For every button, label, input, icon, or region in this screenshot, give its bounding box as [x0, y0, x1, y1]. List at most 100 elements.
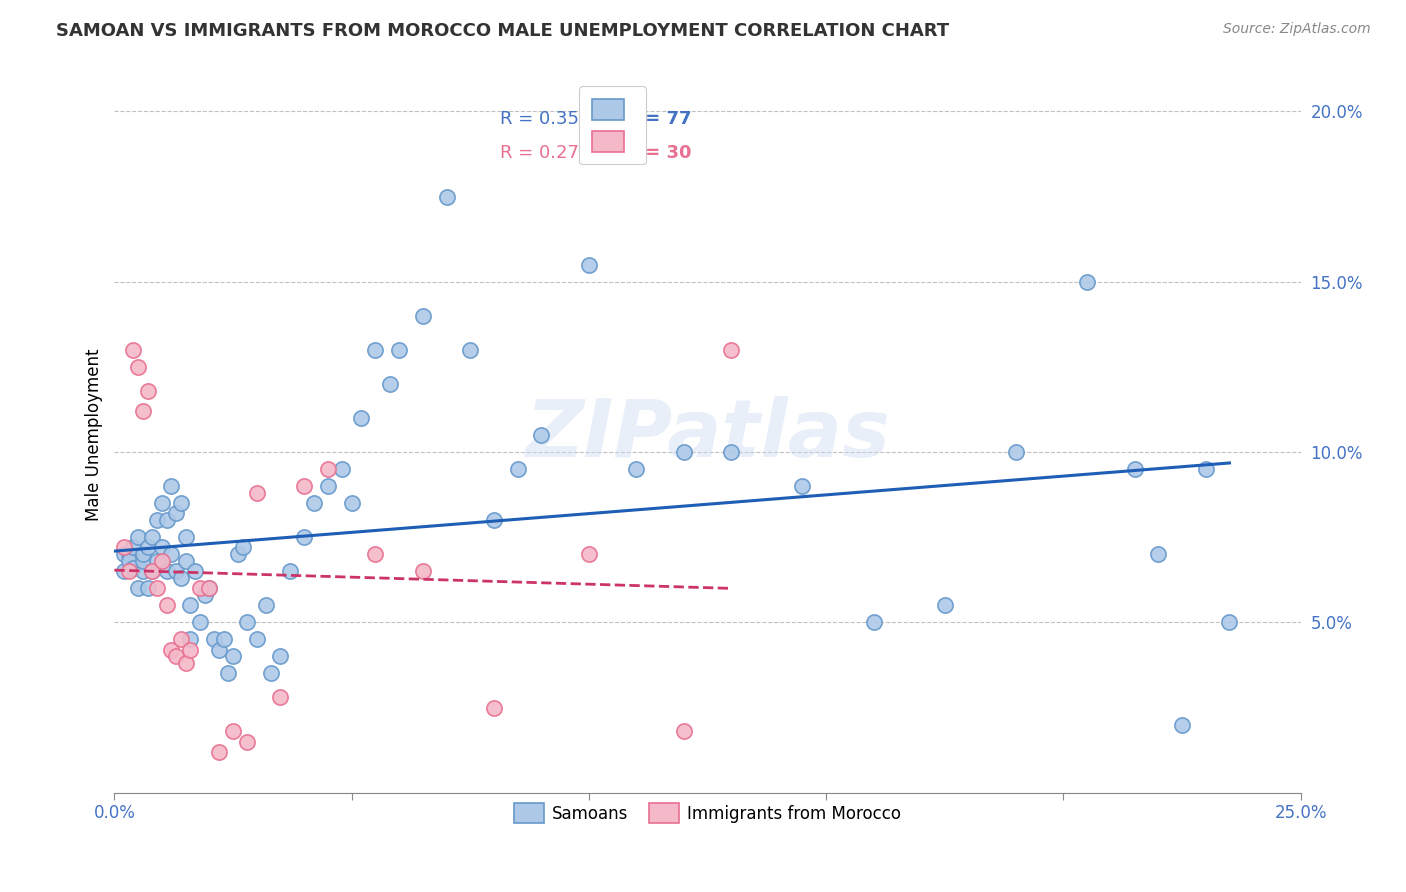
Point [246, 632, 269, 647]
Point [236, 734, 259, 748]
Text: ZIPatlas: ZIPatlas [524, 396, 890, 474]
Point [188, 582, 211, 596]
Point [117, 547, 139, 561]
Point [160, 642, 183, 657]
Point [208, 642, 231, 657]
Point [412, 564, 434, 578]
Point [179, 599, 201, 613]
Point [146, 582, 169, 596]
Point [184, 564, 207, 578]
Point [136, 384, 159, 398]
Point [132, 554, 155, 568]
Point [212, 632, 235, 647]
Point [141, 530, 163, 544]
Point [578, 258, 600, 272]
Point [672, 724, 695, 739]
Point [170, 632, 193, 647]
Point [141, 564, 163, 578]
Text: R = 0.273: R = 0.273 [501, 144, 591, 161]
Point [1171, 717, 1194, 731]
Point [222, 724, 245, 739]
Point [364, 547, 387, 561]
Point [170, 496, 193, 510]
Point [278, 564, 301, 578]
Point [146, 554, 169, 568]
Point [160, 547, 183, 561]
Y-axis label: Male Unemployment: Male Unemployment [86, 349, 103, 521]
Point [132, 564, 155, 578]
Point [246, 486, 269, 500]
Text: N = 77: N = 77 [624, 110, 692, 128]
Point [436, 189, 458, 203]
Point [720, 445, 742, 459]
Point [458, 343, 481, 357]
Point [1005, 445, 1028, 459]
Point [179, 642, 201, 657]
Text: R = 0.357: R = 0.357 [501, 110, 591, 128]
Point [127, 530, 149, 544]
Point [146, 513, 169, 527]
Point [155, 599, 177, 613]
Point [269, 690, 291, 705]
Point [117, 554, 139, 568]
Point [165, 507, 187, 521]
Point [316, 462, 339, 476]
Point [150, 541, 173, 555]
Point [269, 649, 291, 664]
Point [862, 615, 884, 630]
Point [174, 530, 197, 544]
Point [122, 561, 145, 575]
Legend: Samoans, Immigrants from Morocco: Samoans, Immigrants from Morocco [502, 792, 912, 834]
Point [378, 376, 401, 391]
Point [112, 547, 135, 561]
Point [132, 404, 155, 418]
Point [482, 513, 505, 527]
Point [150, 496, 173, 510]
Point [122, 541, 145, 555]
Point [150, 554, 173, 568]
Point [165, 649, 187, 664]
Point [934, 599, 956, 613]
Point [792, 479, 814, 493]
Text: N = 30: N = 30 [624, 144, 692, 161]
Point [626, 462, 648, 476]
Point [1123, 462, 1146, 476]
Point [1195, 462, 1218, 476]
Point [155, 513, 177, 527]
Point [141, 564, 163, 578]
Point [292, 530, 315, 544]
Point [174, 657, 197, 671]
Text: Source: ZipAtlas.com: Source: ZipAtlas.com [1223, 22, 1371, 37]
Point [193, 588, 215, 602]
Point [350, 411, 373, 425]
Point [506, 462, 529, 476]
Point [217, 666, 239, 681]
Point [231, 541, 253, 555]
Point [530, 428, 553, 442]
Point [170, 571, 193, 585]
Point [132, 547, 155, 561]
Point [254, 599, 277, 613]
Point [1147, 547, 1170, 561]
Point [122, 343, 145, 357]
Point [330, 462, 353, 476]
Point [127, 582, 149, 596]
Point [1218, 615, 1240, 630]
Point [412, 309, 434, 323]
Point [136, 541, 159, 555]
Point [208, 745, 231, 759]
Point [388, 343, 411, 357]
Point [174, 554, 197, 568]
Point [117, 564, 139, 578]
Point [1076, 275, 1098, 289]
Point [672, 445, 695, 459]
Point [364, 343, 387, 357]
Point [112, 541, 135, 555]
Text: SAMOAN VS IMMIGRANTS FROM MOROCCO MALE UNEMPLOYMENT CORRELATION CHART: SAMOAN VS IMMIGRANTS FROM MOROCCO MALE U… [56, 22, 949, 40]
Point [316, 479, 339, 493]
Point [136, 582, 159, 596]
Point [260, 666, 283, 681]
Point [578, 547, 600, 561]
Point [165, 564, 187, 578]
Point [188, 615, 211, 630]
